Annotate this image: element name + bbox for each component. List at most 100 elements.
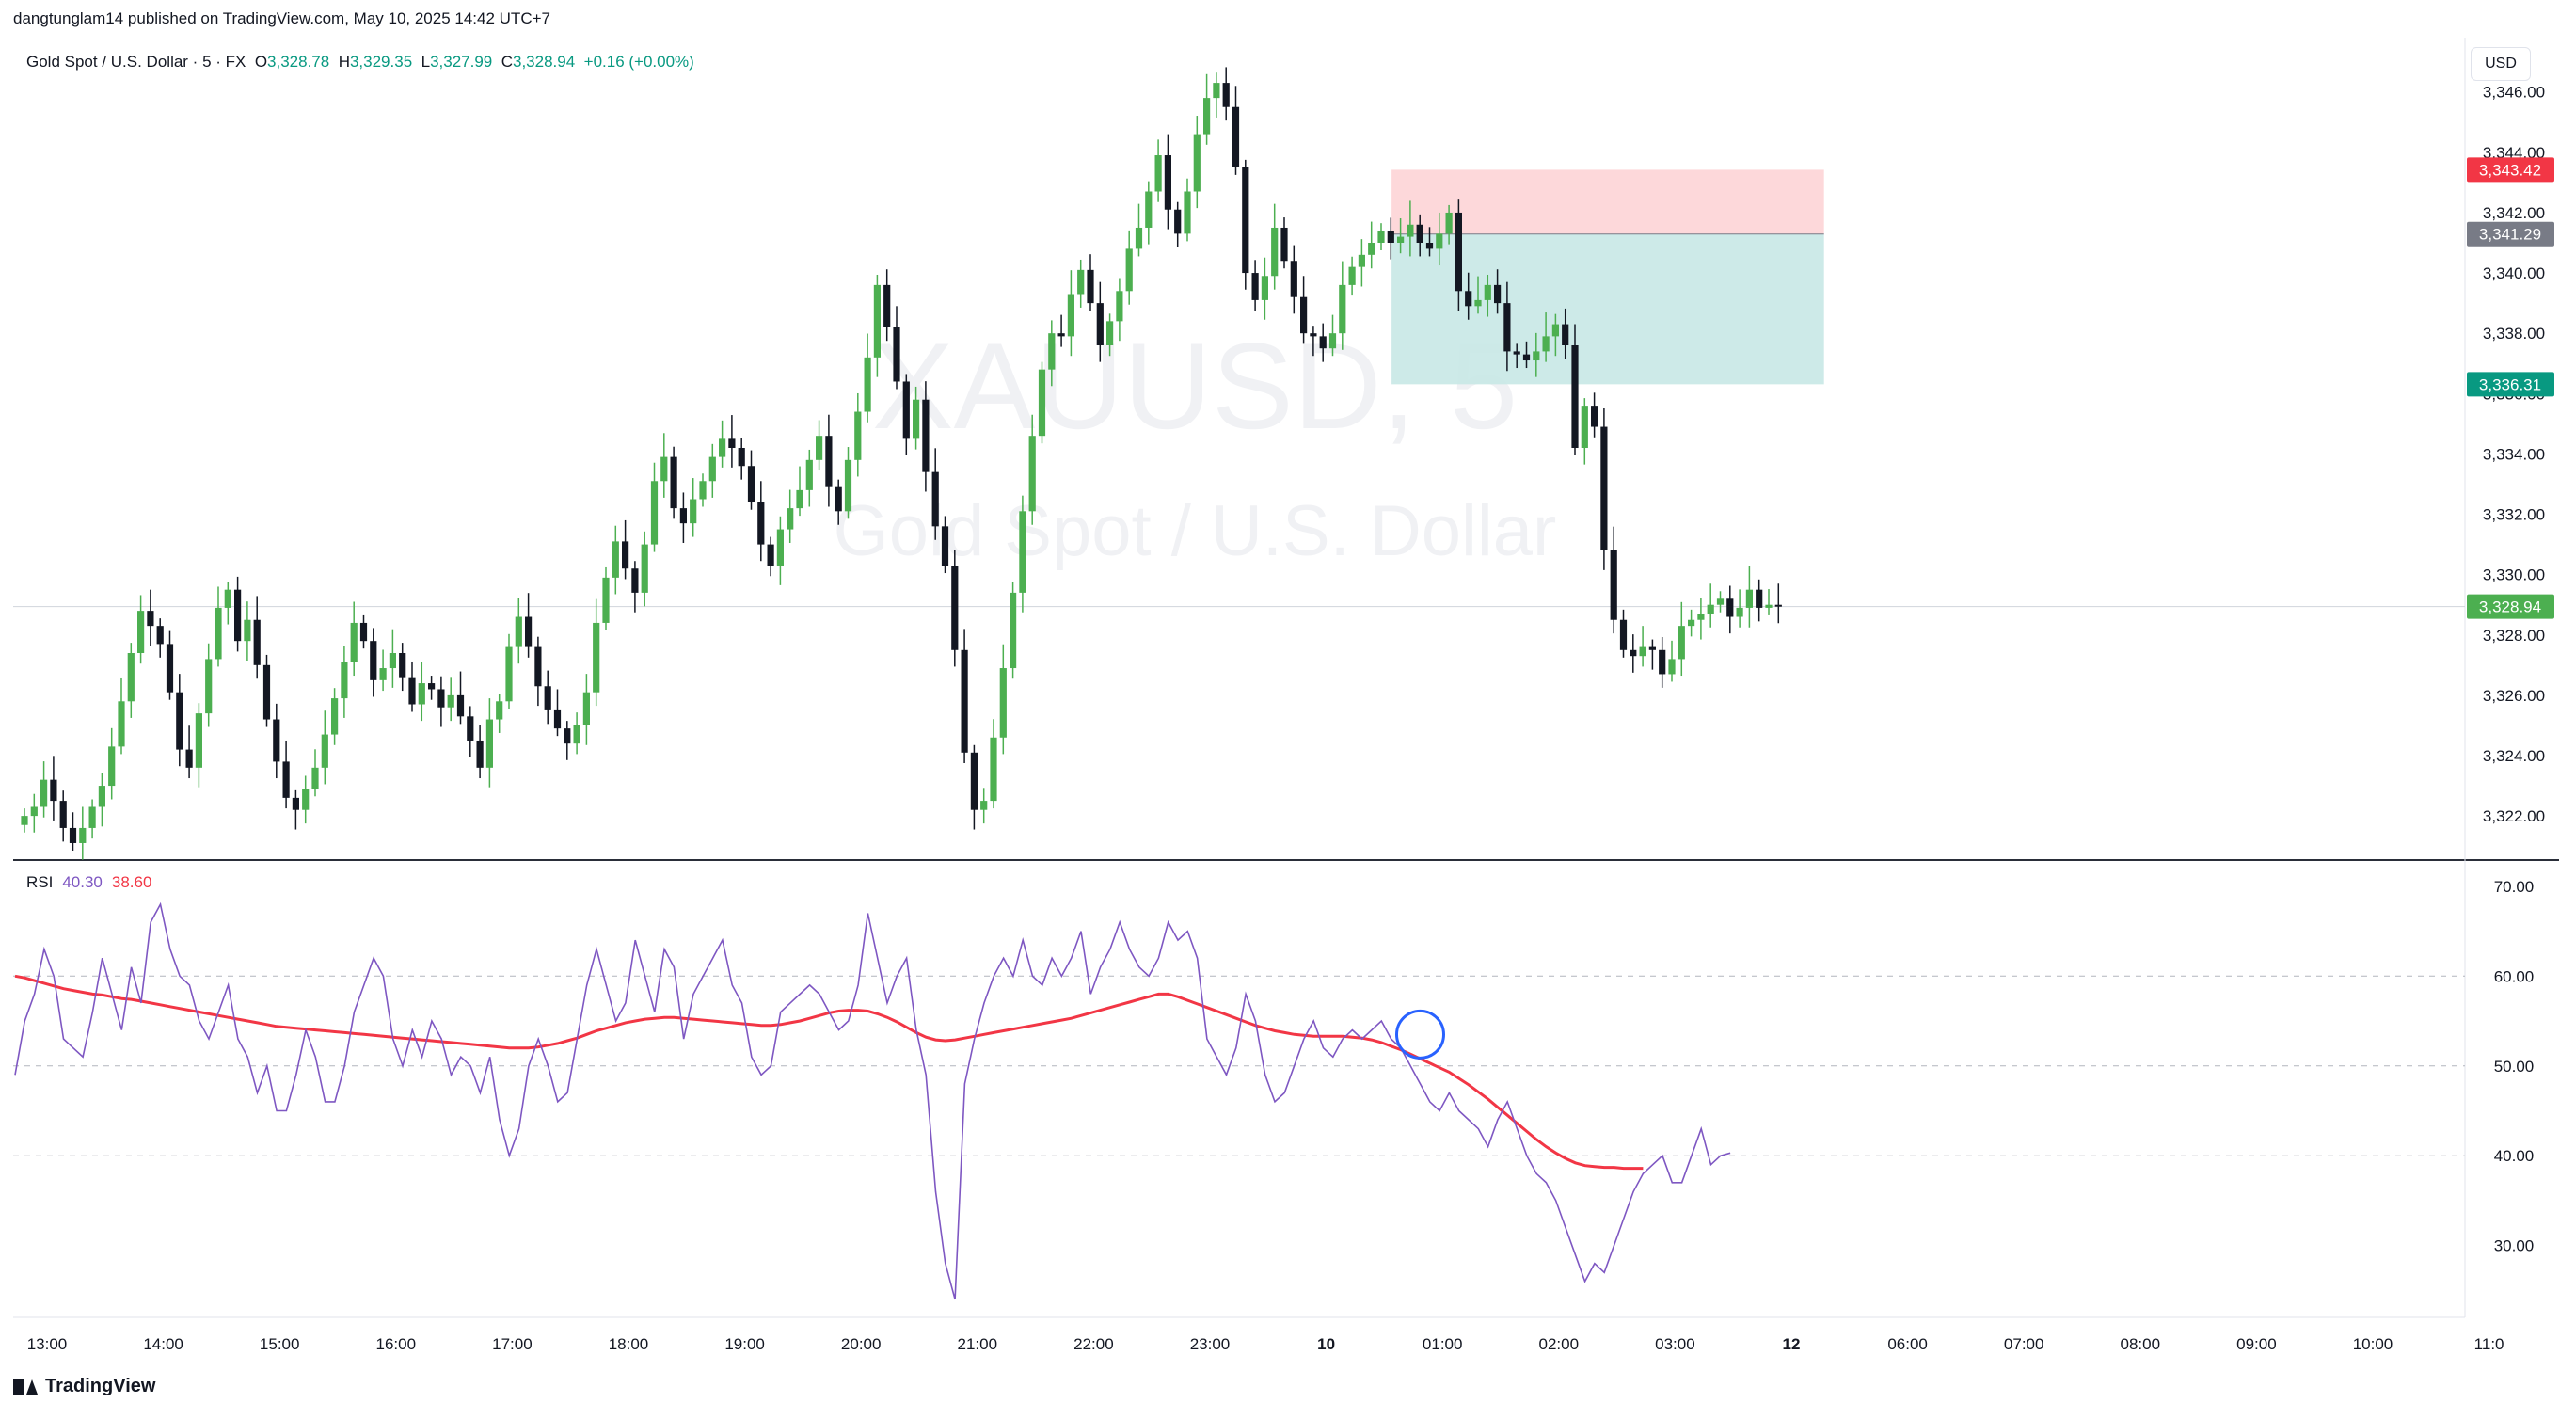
candle-body-up[interactable] <box>708 456 716 482</box>
candle-body-up[interactable] <box>505 646 513 702</box>
candle-body-up[interactable] <box>1542 336 1550 352</box>
candle-body-down[interactable] <box>1251 273 1259 300</box>
candle-body-up[interactable] <box>854 411 862 460</box>
candle-body-down[interactable] <box>1096 303 1104 345</box>
candle-body-up[interactable] <box>1125 248 1133 292</box>
candle-body-up[interactable] <box>1010 592 1017 669</box>
candle-body-up[interactable] <box>1407 224 1414 237</box>
candle-body-down[interactable] <box>467 716 474 741</box>
candle-body-up[interactable] <box>1116 291 1123 322</box>
candle-body-up[interactable] <box>864 357 871 412</box>
candle-body-down[interactable] <box>883 284 891 327</box>
candle-body-down[interactable] <box>408 677 416 705</box>
candle-body-down[interactable] <box>1425 243 1434 249</box>
candle-body-down[interactable] <box>1756 589 1763 608</box>
candle-body-down[interactable] <box>1465 291 1472 307</box>
candle-body-down[interactable] <box>1319 336 1327 349</box>
candle-body-up[interactable] <box>1271 227 1279 277</box>
candle-body-down[interactable] <box>1619 619 1628 650</box>
candle-body-up[interactable] <box>1193 134 1201 192</box>
candle-body-down[interactable] <box>1242 167 1249 274</box>
candle-body-up[interactable] <box>515 616 522 647</box>
candle-body-down[interactable] <box>282 761 290 798</box>
candle-body-up[interactable] <box>98 786 105 807</box>
candle-body-up[interactable] <box>816 436 823 460</box>
candle-body-down[interactable] <box>1232 106 1240 167</box>
candle-body-up[interactable] <box>1106 321 1114 345</box>
candle-body-down[interactable] <box>147 611 154 627</box>
candle-body-up[interactable] <box>980 801 988 810</box>
candle-body-up[interactable] <box>30 806 38 817</box>
candle-body-up[interactable] <box>1697 614 1705 620</box>
candle-body-down[interactable] <box>262 664 271 720</box>
candle-body-down[interactable] <box>1659 649 1666 675</box>
candle-body-up[interactable] <box>719 438 726 457</box>
candle-body-up[interactable] <box>1358 254 1365 267</box>
candle-body-up[interactable] <box>650 481 659 545</box>
candle-body-down[interactable] <box>970 752 978 810</box>
candle-body-up[interactable] <box>224 589 231 608</box>
candle-body-up[interactable] <box>699 481 707 500</box>
candle-body-up[interactable] <box>485 719 493 768</box>
candle-body-down[interactable] <box>399 653 406 678</box>
candle-body-down[interactable] <box>564 728 571 744</box>
rsi-line[interactable] <box>14 901 1731 1300</box>
candle-body-up[interactable] <box>1445 212 1453 234</box>
candle-body-down[interactable] <box>1174 209 1182 234</box>
candle-body-up[interactable] <box>1678 626 1685 660</box>
candle-body-up[interactable] <box>1533 351 1540 361</box>
candle-body-up[interactable] <box>913 399 920 439</box>
candle-body-down[interactable] <box>902 381 910 439</box>
candle-body-up[interactable] <box>602 577 610 623</box>
candle-body-down[interactable] <box>1562 324 1569 345</box>
candle-body-up[interactable] <box>573 725 580 744</box>
candle-body-up[interactable] <box>118 701 125 747</box>
candle-body-down[interactable] <box>1591 406 1598 427</box>
candle-body-down[interactable] <box>292 797 299 810</box>
candle-body-down[interactable] <box>1087 269 1094 304</box>
candle-body-up[interactable] <box>1707 604 1714 614</box>
candle-body-up[interactable] <box>999 668 1007 738</box>
candle-body-up[interactable] <box>1716 598 1725 605</box>
candle-body-down[interactable] <box>476 740 484 768</box>
tradingview-logo[interactable]: TradingView <box>13 1376 155 1397</box>
candle-body-up[interactable] <box>1484 284 1491 300</box>
candle-body-down[interactable] <box>1164 155 1171 210</box>
candle-body-up[interactable] <box>660 456 668 482</box>
candle-body-down[interactable] <box>166 644 174 693</box>
candle-body-down[interactable] <box>553 710 562 729</box>
candle-body-up[interactable] <box>1745 589 1753 608</box>
candle-body-down[interactable] <box>50 779 57 802</box>
candle-body-down[interactable] <box>428 683 436 690</box>
candle-body-up[interactable] <box>1048 333 1056 370</box>
candle-body-up[interactable] <box>1551 324 1559 337</box>
candle-body-up[interactable] <box>612 541 619 578</box>
candle-body-down[interactable] <box>1571 345 1579 448</box>
candle-body-up[interactable] <box>1028 436 1036 512</box>
candle-body-down[interactable] <box>1726 598 1734 617</box>
candle-body-up[interactable] <box>844 459 852 512</box>
candle-body-up[interactable] <box>593 622 600 693</box>
candle-body-up[interactable] <box>796 489 803 509</box>
candle-body-down[interactable] <box>1522 354 1531 361</box>
candle-body-down[interactable] <box>234 589 242 642</box>
symbol-legend[interactable]: Gold Spot / U.S. Dollar · 5 · FX O3,328.… <box>26 53 694 72</box>
candle-body-up[interactable] <box>389 653 396 669</box>
candle-body-up[interactable] <box>1339 284 1346 334</box>
crossover-marker-circle[interactable] <box>1395 1009 1445 1060</box>
candle-body-up[interactable] <box>341 662 348 699</box>
candle-body-down[interactable] <box>670 456 677 509</box>
candle-body-down[interactable] <box>961 649 968 753</box>
candle-body-down[interactable] <box>69 827 77 843</box>
candle-body-up[interactable] <box>1077 269 1085 295</box>
candle-body-down[interactable] <box>1600 426 1608 550</box>
candle-body-down[interactable] <box>747 466 755 502</box>
candle-body-up[interactable] <box>1213 83 1220 99</box>
candle-body-up[interactable] <box>1328 333 1337 349</box>
candle-body-up[interactable] <box>1038 369 1046 437</box>
candle-body-down[interactable] <box>59 801 67 828</box>
candle-body-up[interactable] <box>805 459 813 490</box>
candle-body-down[interactable] <box>835 486 842 512</box>
candle-body-up[interactable] <box>1368 243 1375 255</box>
